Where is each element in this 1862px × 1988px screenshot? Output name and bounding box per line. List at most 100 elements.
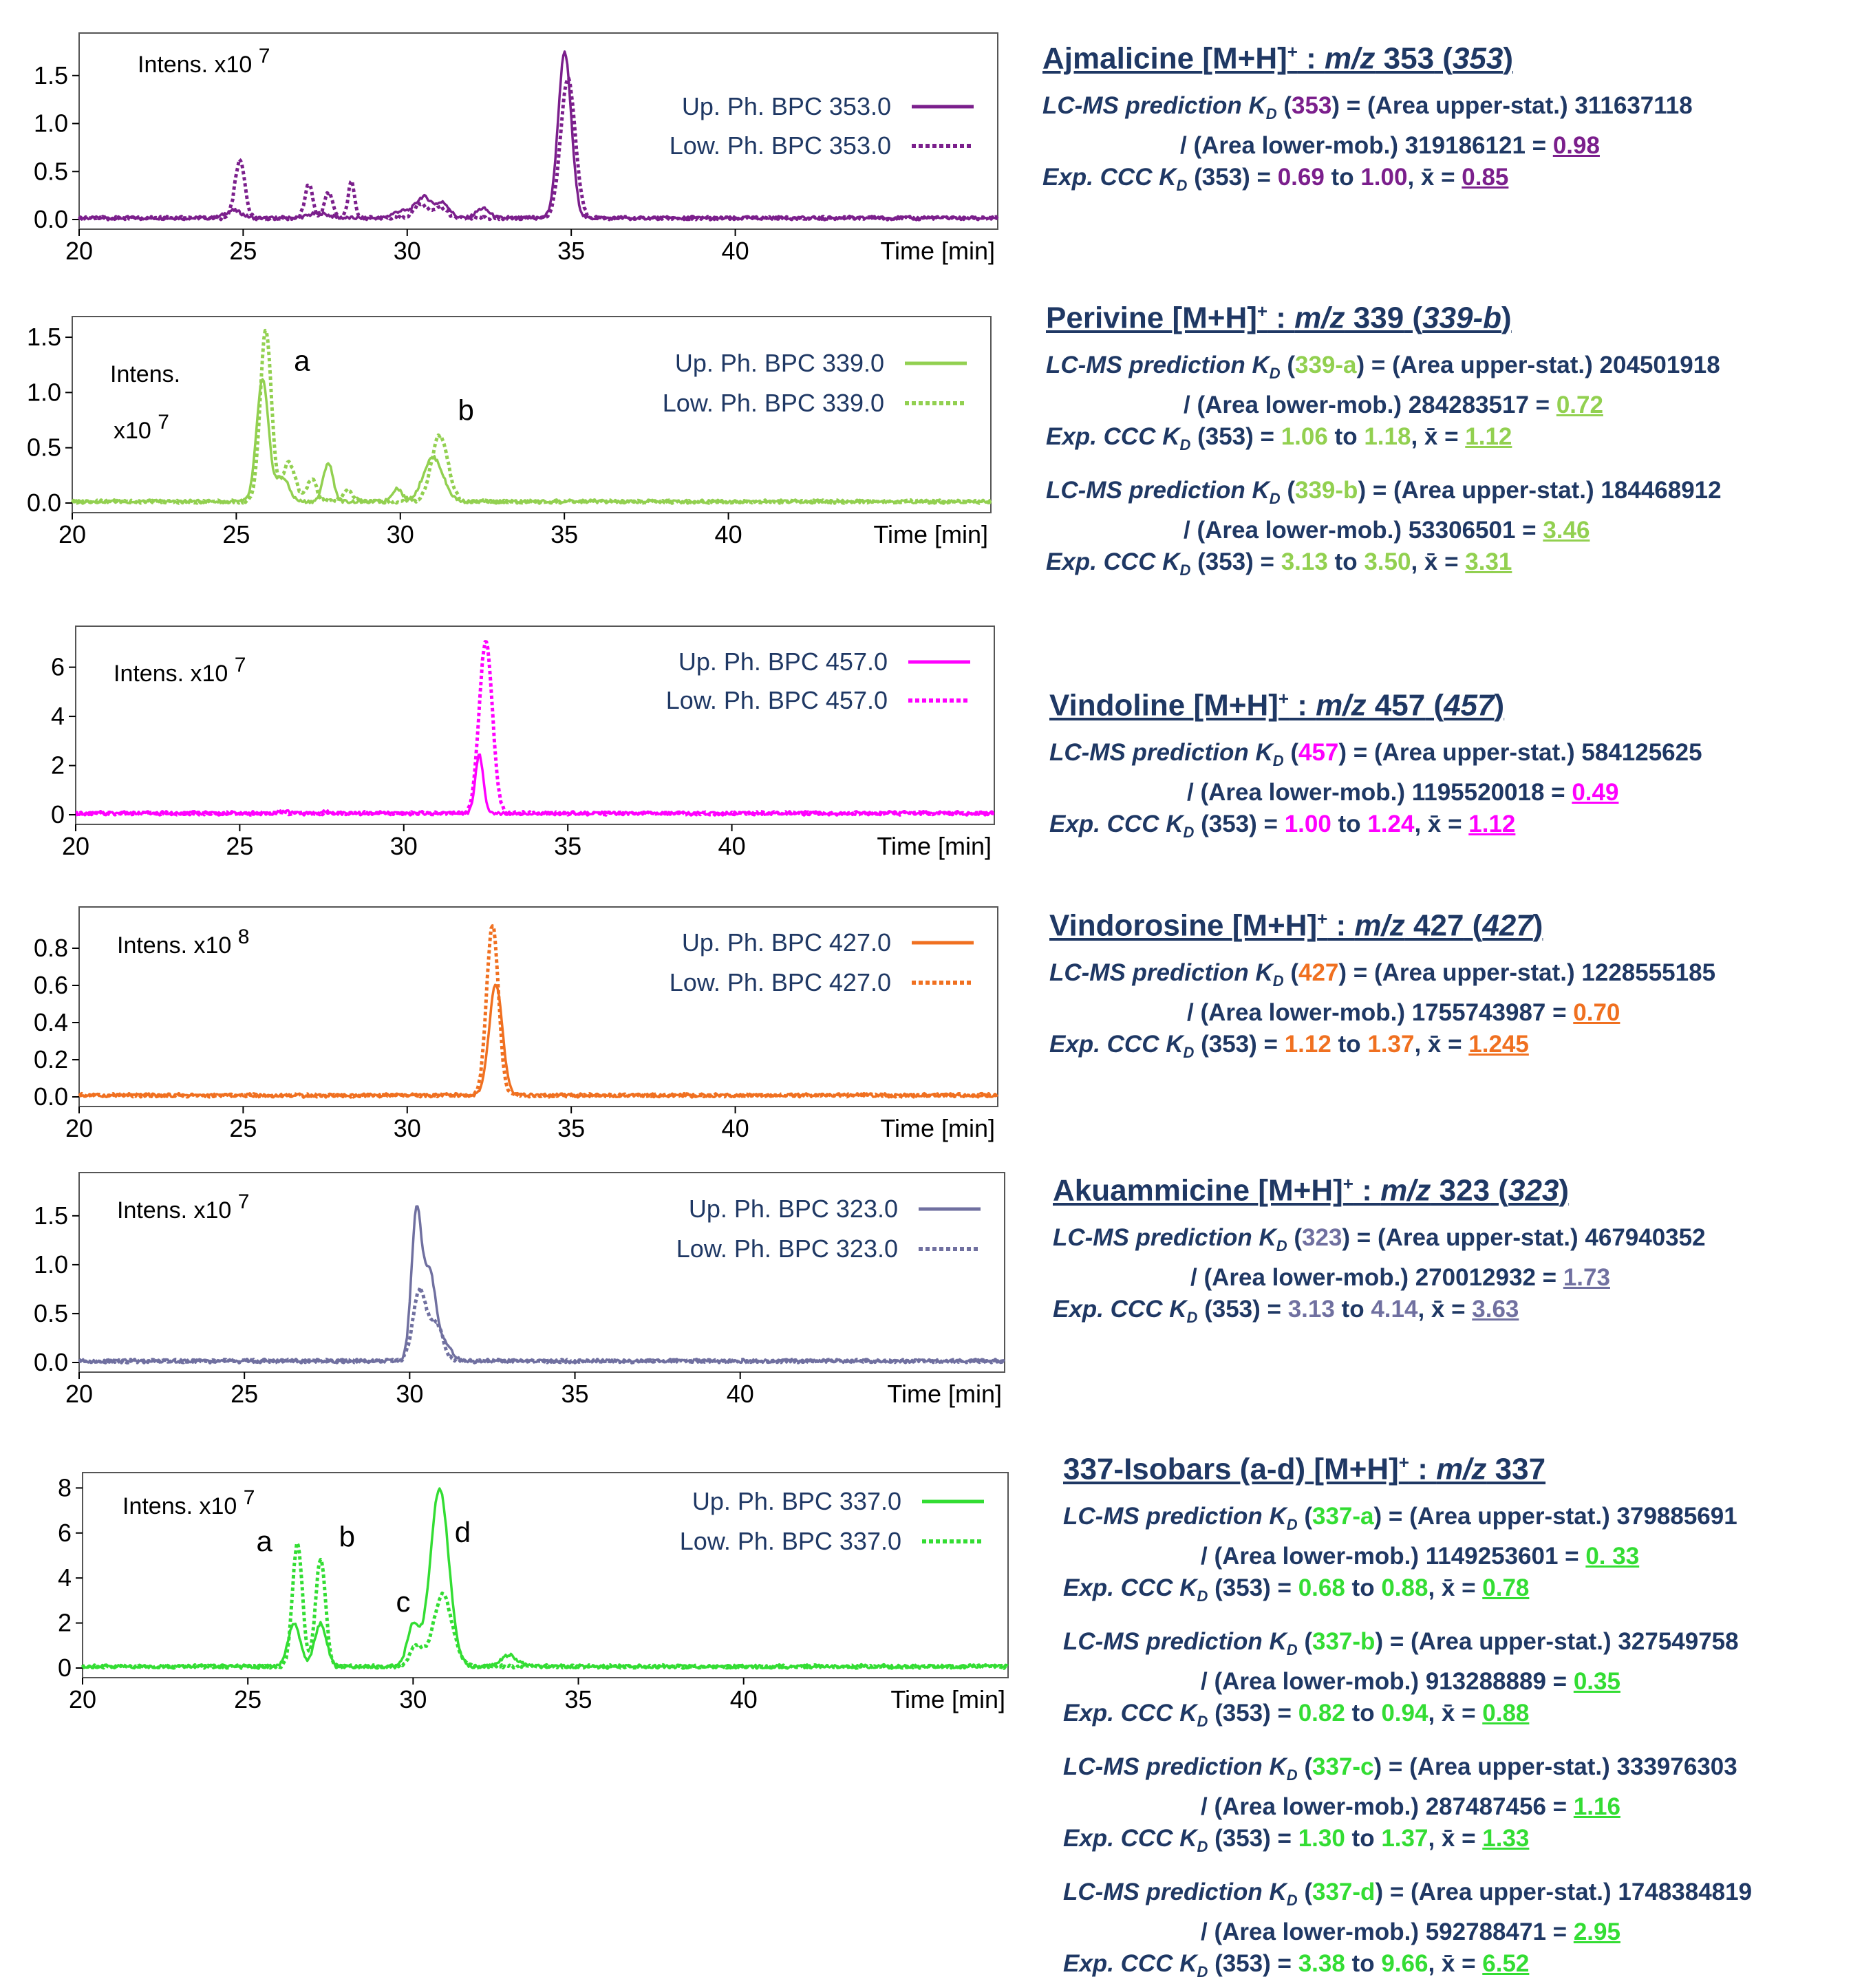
caption-ajmalicine: Ajmalicine [M+H]+ : m/z 353 (353) LC-MS p…	[1042, 41, 1854, 202]
caption-337-isobars: 337-Isobars (a-d) [M+H]+ : m/z 337 LC-MS …	[1063, 1452, 1862, 1988]
prediction-line: LC-MS prediction KD (323) = (Area upper-…	[1053, 1222, 1862, 1262]
plot-frame	[78, 1172, 1005, 1373]
compound-name: 337-Isobars (a-d)	[1063, 1452, 1314, 1486]
peak-label-a: a	[257, 1525, 273, 1557]
mz-value: 353	[1375, 41, 1435, 76]
kd-subscript: D	[1186, 1308, 1198, 1326]
equals: =	[1535, 1263, 1563, 1291]
kd-subscript: D	[1286, 1515, 1298, 1533]
legend-upper-label: Up. Ph. BPC 323.0	[689, 1195, 898, 1223]
exp-from: 1.12	[1284, 1030, 1331, 1058]
exp-ref: (353) =	[1194, 1030, 1285, 1058]
area-lower-value: 287487456	[1425, 1793, 1546, 1820]
legend-lower-label: Low. Ph. BPC 337.0	[680, 1527, 901, 1555]
exp-ref: (353) =	[1208, 1699, 1298, 1727]
compound-name: Perivine	[1046, 301, 1173, 335]
to-label: to	[1327, 548, 1365, 575]
kd-subscript: D	[1197, 1712, 1208, 1730]
exp-label: Exp. CCC	[1049, 810, 1166, 837]
x-tick-label: 35	[557, 237, 585, 265]
exp-label: Exp. CCC	[1046, 548, 1163, 575]
comma: ,	[1407, 163, 1421, 191]
chromatogram-panels: 0.00.51.01.520 25 30 35 40 Time [min]Intens. …	[27, 32, 1009, 1713]
area-lower-label: / (Area lower-mob.)	[1187, 998, 1412, 1026]
to-label: to	[1345, 1574, 1382, 1601]
prediction-label: LC-MS prediction	[1046, 476, 1252, 504]
exp-label: Exp. CCC	[1063, 1699, 1180, 1727]
caption-title: 337-Isobars (a-d) [M+H]+ : m/z 337	[1063, 1452, 1862, 1487]
paren-close: )	[1532, 908, 1543, 943]
exp-to: 1.00	[1360, 163, 1408, 191]
prediction-line: LC-MS prediction KD (457) = (Area upper-…	[1049, 737, 1861, 777]
exp-from: 3.13	[1287, 1295, 1335, 1323]
mz-label: m/z	[1294, 301, 1345, 335]
exp-from: 0.69	[1277, 163, 1325, 191]
prediction-label: LC-MS prediction	[1063, 1502, 1270, 1530]
equals: =	[1545, 1793, 1574, 1820]
kd-symbol: K	[1255, 959, 1273, 986]
exp-label: Exp. CCC	[1046, 423, 1163, 450]
prediction-line: LC-MS prediction KD (337-c) = (Area uppe…	[1063, 1751, 1862, 1791]
paren-open: (	[1404, 301, 1423, 335]
paren: ) =	[1373, 1502, 1410, 1530]
equals: =	[1544, 778, 1572, 806]
y-tick-label: 0	[51, 800, 65, 829]
lower-phase-trace	[70, 328, 992, 505]
exp-label: Exp. CCC	[1063, 1949, 1180, 1977]
area-upper-label: (Area upper-stat.)	[1367, 92, 1575, 119]
kd-subscript: D	[1183, 1043, 1195, 1061]
lower-phase-trace	[78, 1285, 1005, 1365]
prediction-block: LC-MS prediction KD (427) = (Area upper-…	[1049, 957, 1861, 1069]
mean-symbol: x̄ =	[1431, 1295, 1473, 1323]
equals: =	[1545, 1918, 1574, 1945]
area-lower-label: / (Area lower-mob.)	[1201, 1542, 1426, 1570]
x-tick-label: 30	[390, 832, 418, 860]
ion-charge: +	[1278, 688, 1290, 709]
exp-to: 1.24	[1367, 810, 1415, 837]
exp-ref: (353) =	[1190, 423, 1281, 450]
kd-predicted-value: 0.49	[1572, 778, 1619, 806]
prediction-line: LC-MS prediction KD (337-a) = (Area uppe…	[1063, 1501, 1862, 1541]
prediction-label: LC-MS prediction	[1063, 1753, 1270, 1780]
experimental-line: Exp. CCC KD (353) = 1.00 to 1.24, x̄ = 1…	[1049, 809, 1861, 848]
x-tick-label: 35	[561, 1380, 589, 1408]
compound-tag: 339-b	[1422, 301, 1502, 335]
area-lower-line: / (Area lower-mob.) 913288889 = 0.35	[1063, 1666, 1862, 1698]
comma: ,	[1414, 1030, 1428, 1058]
kd-subscript: D	[1197, 1587, 1208, 1605]
ion-label: [M+H]	[1232, 908, 1318, 943]
y-tick-label: 4	[58, 1563, 72, 1592]
kd-target: 427	[1298, 959, 1339, 986]
prediction-line: LC-MS prediction KD (427) = (Area upper-…	[1049, 957, 1861, 997]
experimental-line: Exp. CCC KD (353) = 3.13 to 3.50, x̄ = 3…	[1046, 546, 1858, 586]
exp-to: 1.37	[1381, 1824, 1428, 1852]
y-tick-label: 8	[58, 1473, 72, 1501]
lower-phase-trace	[81, 1541, 1009, 1670]
area-upper-value: 584125625	[1581, 738, 1702, 766]
kd-subscript: D	[1179, 561, 1191, 579]
x-tick-label: 30	[394, 1114, 421, 1142]
ion-charge: +	[1398, 1452, 1409, 1473]
mz-label: m/z	[1354, 908, 1405, 943]
area-lower-label: / (Area lower-mob.)	[1201, 1793, 1426, 1820]
mean-symbol: x̄ =	[1441, 1949, 1483, 1977]
kd-target: 353	[1292, 92, 1332, 119]
paren-close: )	[1559, 1173, 1570, 1208]
area-upper-value: 327549758	[1618, 1627, 1739, 1655]
exp-ref: (353) =	[1187, 163, 1278, 191]
y-axis-label: Intens. x10 7	[117, 1190, 249, 1223]
ion-charge: +	[1287, 41, 1298, 62]
x-axis-label: Time [min]	[887, 1380, 1002, 1408]
x-axis-label: Time [min]	[890, 1685, 1005, 1713]
paren: (	[1276, 92, 1292, 119]
area-lower-label: / (Area lower-mob.)	[1184, 391, 1409, 418]
exp-ref: (353) =	[1190, 548, 1281, 575]
exp-to: 3.50	[1364, 548, 1411, 575]
area-upper-value: 1228555185	[1581, 959, 1716, 986]
mean-value: 1.12	[1465, 423, 1512, 450]
area-lower-label: / (Area lower-mob.)	[1201, 1918, 1426, 1945]
to-label: to	[1345, 1699, 1382, 1727]
kd-symbol: K	[1162, 548, 1180, 575]
kd-predicted-value: 0.98	[1552, 131, 1600, 159]
prediction-line: LC-MS prediction KD (353) = (Area upper-…	[1042, 90, 1854, 130]
